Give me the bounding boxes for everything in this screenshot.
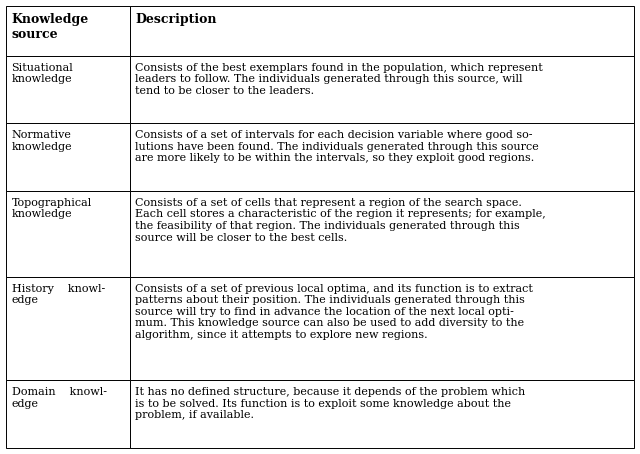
Bar	[6, 191, 130, 276]
Text: Normative
knowledge: Normative knowledge	[12, 130, 72, 152]
Text: Topographical
knowledge: Topographical knowledge	[12, 198, 92, 219]
Bar	[130, 191, 634, 276]
Text: Consists of a set of previous local optima, and its function is to extract
patte: Consists of a set of previous local opti…	[135, 284, 533, 340]
Text: History    knowl-
edge: History knowl- edge	[12, 284, 105, 305]
Bar	[130, 123, 634, 191]
Bar	[130, 6, 634, 56]
Text: Consists of a set of cells that represent a region of the search space.
Each cel: Consists of a set of cells that represen…	[135, 198, 546, 243]
Text: Consists of the best exemplars found in the population, which represent
leaders : Consists of the best exemplars found in …	[135, 63, 543, 96]
Bar	[6, 123, 130, 191]
Text: Consists of a set of intervals for each decision variable where good so-
lutions: Consists of a set of intervals for each …	[135, 130, 539, 163]
Bar	[130, 380, 634, 448]
Text: Knowledge
source: Knowledge source	[12, 13, 89, 41]
Bar	[130, 276, 634, 380]
Text: Situational
knowledge: Situational knowledge	[12, 63, 74, 84]
Text: Domain    knowl-
edge: Domain knowl- edge	[12, 387, 106, 409]
Bar	[6, 276, 130, 380]
Bar	[6, 56, 130, 123]
Bar	[130, 56, 634, 123]
Bar	[6, 6, 130, 56]
Bar	[6, 380, 130, 448]
Text: Description: Description	[135, 13, 217, 26]
Text: It has no defined structure, because it depends of the problem which
is to be so: It has no defined structure, because it …	[135, 387, 525, 420]
